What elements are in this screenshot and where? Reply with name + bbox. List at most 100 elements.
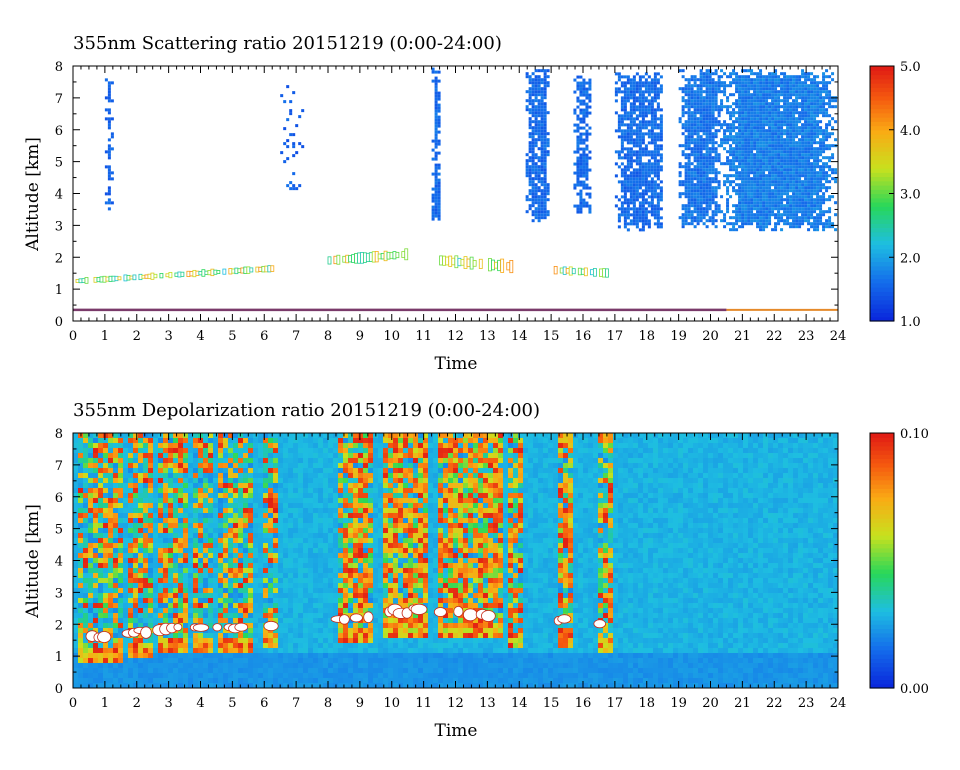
cloud-cell bbox=[617, 219, 621, 223]
cloud-cell bbox=[813, 75, 817, 79]
cloud-cell bbox=[810, 183, 814, 187]
cloud-cell bbox=[822, 171, 826, 175]
depol-cell bbox=[758, 443, 763, 448]
cloud-cell bbox=[678, 117, 682, 121]
cloud-cell bbox=[798, 102, 802, 106]
cloud-cell bbox=[653, 120, 657, 124]
cloud-cell bbox=[738, 201, 742, 205]
depol-cell bbox=[723, 458, 728, 463]
cloud-cell bbox=[286, 157, 290, 161]
cloud-cell bbox=[723, 180, 727, 184]
cloud-cell bbox=[699, 75, 703, 79]
depol-cell bbox=[368, 433, 373, 438]
cloud-cell bbox=[626, 189, 630, 193]
cloud-cell bbox=[756, 138, 760, 142]
cloud-cell bbox=[777, 93, 781, 97]
depol-cell bbox=[698, 453, 703, 458]
cloud-cell bbox=[714, 84, 718, 88]
depol-cell bbox=[733, 433, 738, 438]
depol-cell bbox=[148, 433, 153, 438]
cloud-cell bbox=[726, 207, 730, 211]
cloud-cell bbox=[798, 132, 802, 136]
cloud-cell bbox=[783, 108, 787, 112]
depol-cell bbox=[118, 443, 123, 448]
cloud-cell bbox=[756, 177, 760, 181]
cloud-cell bbox=[687, 117, 691, 121]
aerosol-cell bbox=[363, 252, 367, 263]
cloud-cell bbox=[762, 102, 766, 106]
depol-cell bbox=[493, 438, 498, 443]
depol-cell bbox=[358, 448, 363, 453]
cloud-cell bbox=[614, 150, 618, 154]
colorbar-segment bbox=[870, 66, 894, 71]
depol-cell bbox=[603, 443, 608, 448]
depol-cell bbox=[363, 463, 368, 468]
cloud-cell bbox=[647, 180, 651, 184]
cloud-cell bbox=[531, 81, 535, 85]
depol-cell bbox=[298, 458, 303, 463]
cloud-cell bbox=[653, 81, 657, 85]
depol-cell bbox=[438, 433, 443, 438]
cloud-cell bbox=[753, 141, 757, 145]
depol-cell bbox=[368, 463, 373, 468]
cloud-cell bbox=[747, 180, 751, 184]
cloud-cell bbox=[744, 156, 748, 160]
cloud-cell bbox=[774, 168, 778, 172]
cloud-cell bbox=[816, 183, 820, 187]
cloud-cell bbox=[786, 93, 790, 97]
cloud-cell bbox=[647, 108, 651, 112]
depol-cell bbox=[88, 458, 93, 463]
depol-cell bbox=[758, 463, 763, 468]
x-tick-label: 19 bbox=[670, 329, 687, 344]
cloud-cell bbox=[617, 198, 621, 202]
depol-cell bbox=[388, 458, 393, 463]
cloud-cell bbox=[576, 177, 580, 181]
cloud-cell bbox=[726, 84, 730, 88]
cloud-cell bbox=[687, 210, 691, 214]
cloud-cell bbox=[635, 138, 639, 142]
cloud-cell bbox=[638, 153, 642, 157]
cloud-cell bbox=[777, 159, 781, 163]
cloud-cell bbox=[626, 93, 630, 97]
depol-cell bbox=[188, 453, 193, 458]
cloud-cell bbox=[623, 201, 627, 205]
cloud-cell bbox=[744, 117, 748, 121]
cloud-cell bbox=[741, 159, 745, 163]
cloud-cell bbox=[656, 135, 660, 139]
cloud-cell bbox=[617, 126, 621, 130]
cloud-cell bbox=[644, 174, 648, 178]
cloud-cell bbox=[780, 213, 784, 217]
cloud-cell bbox=[626, 114, 630, 118]
cloud-cell bbox=[681, 108, 685, 112]
cloud-cell bbox=[732, 138, 736, 142]
cloud-cell bbox=[828, 75, 832, 79]
depol-cell bbox=[203, 438, 208, 443]
cloud-cell bbox=[714, 225, 718, 229]
cloud-cell bbox=[546, 198, 550, 202]
cloud-cell bbox=[696, 108, 700, 112]
depol-cell bbox=[313, 443, 318, 448]
cloud-cell bbox=[650, 117, 654, 121]
cloud-cell bbox=[693, 84, 697, 88]
depol-cell bbox=[818, 433, 823, 438]
depol-cell bbox=[733, 458, 738, 463]
cloud-cell bbox=[582, 183, 586, 187]
cloud-cell bbox=[647, 150, 651, 154]
depol-cell bbox=[803, 443, 808, 448]
colorbar-segment bbox=[870, 129, 894, 135]
cloud-cell bbox=[292, 172, 296, 176]
cloud-cell bbox=[431, 211, 435, 215]
cloud-cell bbox=[632, 99, 636, 103]
cloud-cell bbox=[789, 126, 793, 130]
cloud-cell bbox=[747, 210, 751, 214]
depol-cell bbox=[123, 448, 128, 453]
colorbar-segment bbox=[870, 206, 894, 212]
cloud-cell bbox=[283, 100, 287, 104]
cloud-cell bbox=[810, 171, 814, 175]
cloud-cell bbox=[699, 108, 703, 112]
cloud-cell bbox=[747, 102, 751, 106]
cloud-cell bbox=[579, 153, 583, 157]
cloud-cell bbox=[702, 183, 706, 187]
cloud-cell bbox=[744, 87, 748, 91]
cloud-cell bbox=[623, 189, 627, 193]
